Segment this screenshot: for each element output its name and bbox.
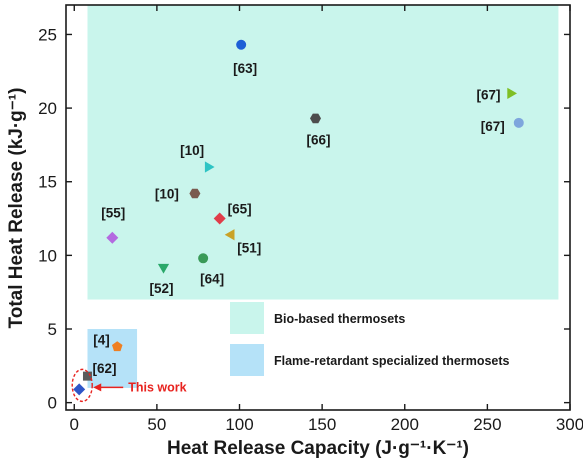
y-tick-label: 15 xyxy=(38,173,57,192)
data-points: [63] [67] [67] [66] [10] [10] [65] [51] [55] [64]… xyxy=(73,39,524,396)
axes xyxy=(65,4,571,411)
point-label: [10] xyxy=(155,187,179,202)
marker-circle xyxy=(198,253,209,264)
x-tick-label: 150 xyxy=(308,415,336,434)
x-axis-title: Heat Release Capacity (J·g⁻¹·K⁻¹) xyxy=(167,438,469,459)
y-tick-label: 0 xyxy=(48,394,57,413)
marker-circle xyxy=(236,39,247,50)
point-label: [55] xyxy=(101,206,125,221)
point-label: [67] xyxy=(481,119,505,134)
this-work-ellipse xyxy=(71,368,93,403)
marker-diamond xyxy=(73,383,86,396)
this-work-label: This work xyxy=(128,380,186,394)
marker-square xyxy=(82,371,92,381)
legend-swatch-0 xyxy=(230,302,264,334)
marker-diamond xyxy=(106,231,119,244)
legend: Bio-based thermosets Flame-retardant spec… xyxy=(230,302,510,376)
this-work-arrow-head xyxy=(93,383,102,392)
marker-hexagon xyxy=(189,188,201,199)
legend-label-0: Bio-based thermosets xyxy=(274,312,405,326)
x-tick-label: 300 xyxy=(556,415,583,434)
region-1 xyxy=(87,329,138,388)
point-label: [66] xyxy=(307,132,331,147)
ticks: 0 50 100 150 200 250 300 0 5 10 15 20 25 xyxy=(38,5,583,434)
plot-frame xyxy=(65,4,571,411)
marker-triangle-left xyxy=(224,229,235,241)
y-tick-label: 25 xyxy=(38,25,57,44)
point-label: [67] xyxy=(477,87,501,102)
marker-hexagon xyxy=(310,113,321,124)
marker-triangle-right xyxy=(204,161,215,173)
y-axis-title: Total Heat Release (kJ·g⁻¹) xyxy=(6,88,27,329)
x-tick-label: 250 xyxy=(473,415,501,434)
point-label: [63] xyxy=(233,61,257,76)
point-label: [51] xyxy=(237,241,261,256)
point-label: [4] xyxy=(93,333,110,348)
region-0 xyxy=(87,5,559,300)
x-tick-label: 100 xyxy=(225,415,253,434)
marker-circle xyxy=(513,117,524,128)
this-work-annotation: This work xyxy=(71,368,187,403)
x-tick-label: 0 xyxy=(70,415,79,434)
y-tick-label: 10 xyxy=(38,246,57,265)
marker-pentagon xyxy=(112,341,123,352)
point-label: [52] xyxy=(149,281,173,296)
marker-diamond xyxy=(213,212,226,225)
y-tick-label: 5 xyxy=(48,320,57,339)
x-tick-label: 200 xyxy=(391,415,419,434)
legend-swatch-1 xyxy=(230,344,264,376)
legend-label-1: Flame-retardant specialized thermosets xyxy=(274,354,510,368)
y-tick-label: 20 xyxy=(38,99,57,118)
marker-triangle-down xyxy=(157,263,170,274)
point-label: [65] xyxy=(228,202,252,217)
point-label: [10] xyxy=(180,143,204,158)
marker-triangle-right xyxy=(507,87,517,99)
shaded-regions xyxy=(87,5,559,388)
point-label: [64] xyxy=(200,271,224,286)
point-label: [62] xyxy=(92,361,116,376)
x-tick-label: 50 xyxy=(147,415,166,434)
